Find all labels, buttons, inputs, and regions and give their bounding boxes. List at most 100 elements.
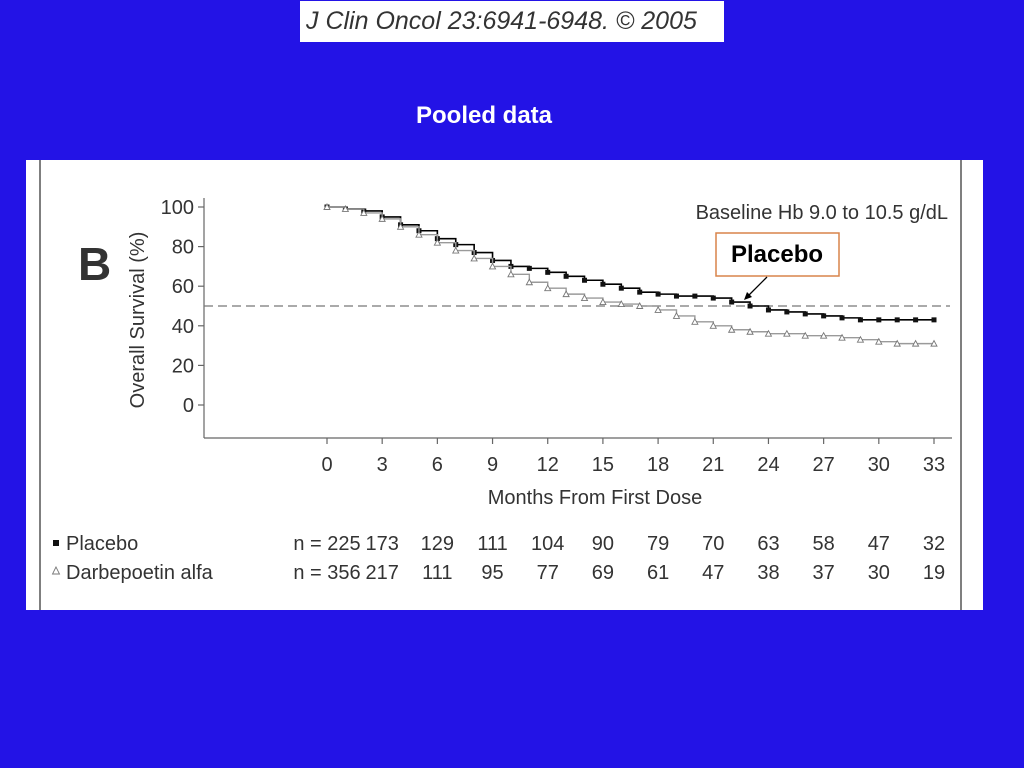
callout-box	[715, 232, 840, 277]
x-tick-label: 9	[487, 454, 498, 476]
darbepoetin-censor-mark	[875, 337, 883, 345]
darbepoetin-censor-mark	[838, 333, 846, 341]
darbepoetin-censor-mark	[856, 335, 865, 343]
darbepoetin-censor-mark	[433, 238, 442, 246]
darbepoetin-censor-mark	[360, 209, 368, 216]
darbepoetin-censor-mark	[709, 321, 718, 329]
darbepoetin-censor-mark	[396, 222, 405, 230]
risk-row-label: Placebo	[66, 533, 138, 555]
placebo-censor-mark	[765, 307, 771, 313]
x-tick-label: 21	[702, 454, 724, 476]
risk-count: 69	[592, 562, 614, 584]
placebo-censor-mark	[729, 299, 735, 305]
darbepoetin-censor-mark	[580, 294, 589, 302]
risk-count: 38	[757, 562, 779, 584]
placebo-censor-mark	[637, 289, 643, 295]
placebo-legend-marker	[53, 540, 59, 546]
x-axis-ticks: 0 3 6 9 12 15 18 21 24 27 30 33	[321, 438, 945, 476]
darbepoetin-censor-mark	[507, 270, 515, 278]
callout-label: Placebo	[731, 241, 823, 268]
survival-chart: B Baseline Hb 9.0 to 10.5 g/dL Overall S…	[39, 160, 962, 610]
darbepoetin-censor-mark	[727, 325, 736, 333]
darbepoetin-censor-mark	[543, 284, 552, 292]
placebo-censor-mark	[821, 313, 827, 319]
risk-count: 70	[702, 533, 724, 555]
darbepoetin-censor-mark	[911, 339, 920, 347]
darbepoetin-censor-mark	[691, 317, 699, 325]
darbepoetin-censor-mark	[470, 254, 478, 262]
x-tick-label: 0	[321, 454, 332, 476]
placebo-censor-mark	[839, 315, 845, 321]
darbepoetin-alfa-curve	[327, 206, 934, 345]
y-tick-label: 0	[183, 395, 194, 417]
risk-count: 61	[647, 562, 669, 584]
placebo-censor-mark	[563, 273, 569, 279]
placebo-censor-mark	[692, 293, 698, 299]
darbepoetin-censor-mark	[635, 302, 644, 309]
risk-count: 217	[365, 562, 398, 584]
y-tick-label: 40	[172, 316, 194, 338]
darbepoetin-censor-mark	[562, 290, 570, 298]
placebo-censor-mark	[618, 285, 624, 291]
darbepoetin-legend-marker	[51, 565, 61, 575]
placebo-censor-mark	[931, 317, 937, 323]
darbepoetin-censor-mark	[801, 331, 810, 339]
darbepoetin-censor-mark	[451, 246, 460, 254]
darbepoetin-censor-mark	[323, 203, 331, 210]
x-tick-label: 3	[377, 454, 388, 476]
x-axis-label: Months From First Dose	[488, 487, 702, 509]
darbepoetin-censor-mark	[617, 300, 626, 307]
number-at-risk-table: Placebo n = 225 173 129 111 104 90 79 70 63 58 47 32…	[51, 533, 945, 584]
risk-count: 104	[531, 533, 564, 555]
placebo-censor-mark	[913, 317, 919, 323]
placebo-censor-mark	[655, 291, 661, 297]
darbepoetin-censor-mark	[488, 262, 497, 270]
darbepoetin-censor-mark	[599, 298, 607, 305]
risk-count: 90	[592, 533, 614, 555]
chart-title: Baseline Hb 9.0 to 10.5 g/dL	[696, 202, 948, 224]
risk-count: 173	[365, 533, 398, 555]
risk-count: 47	[702, 562, 724, 584]
survival-curves	[323, 203, 938, 347]
x-tick-label: 24	[757, 454, 779, 476]
y-tick-label: 100	[161, 197, 194, 219]
risk-count: 19	[923, 562, 945, 584]
y-tick-label: 80	[172, 237, 194, 259]
darbepoetin-censor-mark	[378, 214, 386, 222]
darbepoetin-censor-mark	[415, 230, 423, 238]
risk-count: 95	[481, 562, 503, 584]
callout-arrowhead	[744, 292, 752, 300]
risk-count: 58	[813, 533, 835, 555]
placebo-censor-mark	[784, 309, 790, 315]
placebo-censor-mark	[673, 293, 679, 299]
x-tick-label: 12	[537, 454, 559, 476]
figure-panel: B Baseline Hb 9.0 to 10.5 g/dL Overall S…	[26, 160, 983, 610]
placebo-censor-mark	[747, 303, 753, 309]
risk-count: 37	[813, 562, 835, 584]
risk-count: 30	[868, 562, 890, 584]
placebo-censor-mark	[545, 269, 551, 275]
risk-count: 129	[421, 533, 454, 555]
slide-title: Pooled data	[415, 102, 553, 129]
darbepoetin-censor-mark	[764, 329, 773, 337]
darbepoetin-censor-mark	[930, 339, 938, 347]
darbepoetin-censor-mark	[893, 339, 901, 347]
x-tick-label: 30	[868, 454, 890, 476]
darbepoetin-censor-mark	[654, 306, 662, 313]
risk-count: n = 225	[293, 533, 360, 555]
placebo-censor-mark	[710, 295, 716, 301]
y-axis-label: Overall Survival (%)	[127, 232, 149, 409]
x-tick-label: 18	[647, 454, 669, 476]
darbepoetin-censor-mark	[783, 329, 791, 337]
darbepoetin-censor-mark	[746, 327, 754, 335]
y-tick-label: 60	[172, 276, 194, 298]
darbepoetin-censor-mark	[341, 205, 350, 212]
x-tick-label: 15	[592, 454, 614, 476]
x-tick-label: 33	[923, 454, 945, 476]
risk-row-label: Darbepoetin alfa	[66, 562, 214, 584]
placebo-censor-mark	[876, 317, 882, 323]
placebo-censor-mark	[600, 281, 606, 287]
risk-count: 47	[868, 533, 890, 555]
callout-arrow	[746, 276, 768, 298]
risk-count: 111	[422, 562, 452, 584]
